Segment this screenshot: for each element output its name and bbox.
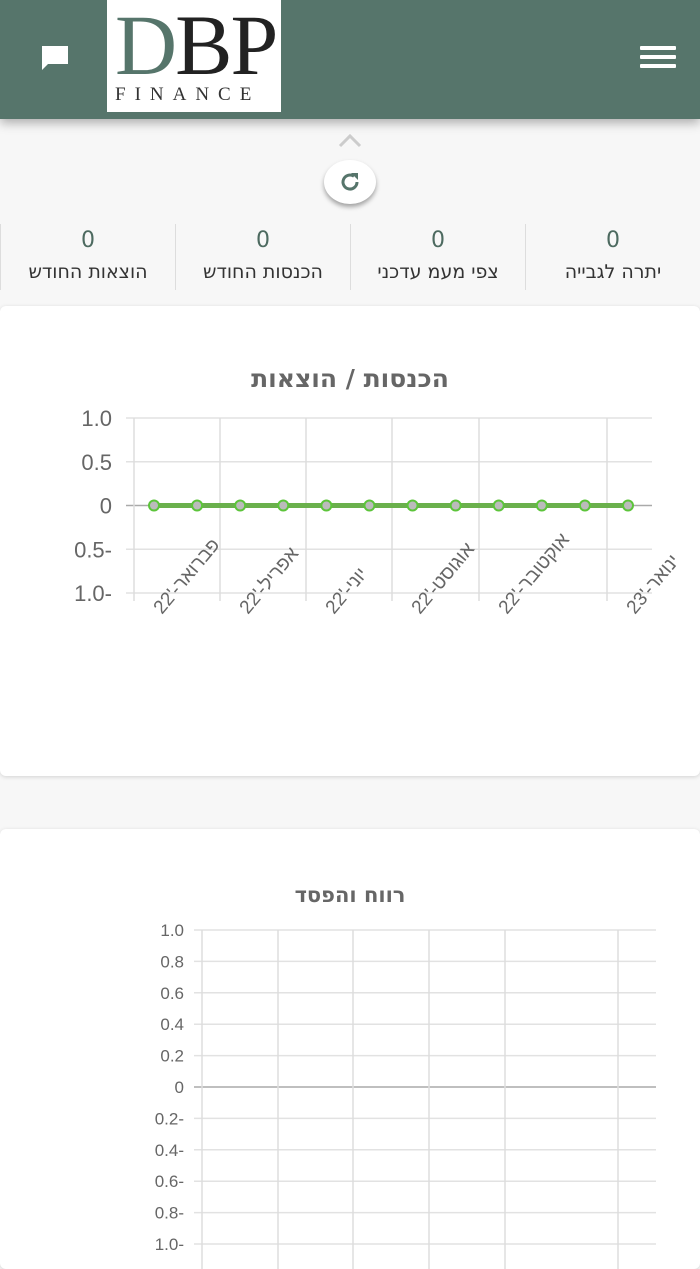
data-point <box>148 499 160 512</box>
y-tick-label: 1.0 <box>160 921 184 940</box>
chat-icon[interactable] <box>40 44 70 70</box>
y-tick-label: 0.4 <box>160 1015 184 1034</box>
data-point <box>320 499 333 512</box>
y-tick-label: 0.5 <box>81 450 112 475</box>
stat-label: צפי מעמ עדכני <box>377 261 499 283</box>
logo[interactable]: DBP FINANCE <box>107 0 281 112</box>
x-tick-label: יוני-'22 <box>322 564 372 618</box>
y-tick-label: 0.4- <box>155 1141 184 1160</box>
app-header: DBP FINANCE <box>0 0 700 119</box>
x-tick-label: ינואר-'23 <box>623 551 684 618</box>
refresh-icon <box>341 173 359 191</box>
chart-title: רווח והפסד <box>294 883 406 907</box>
y-tick-label: 1.0- <box>74 581 112 606</box>
refresh-button[interactable] <box>324 160 376 204</box>
x-tick-label: פברואר-'22 <box>150 535 225 618</box>
stat-label: הוצאות החודש <box>28 261 148 283</box>
data-point <box>578 499 591 512</box>
stat-value: 0 <box>606 228 620 253</box>
data-point <box>449 499 462 512</box>
data-point <box>234 499 247 512</box>
y-tick-label: 0.8 <box>160 952 184 971</box>
data-point <box>191 499 204 512</box>
y-tick-label: 0 <box>175 1078 184 1097</box>
data-point <box>406 499 419 512</box>
stat-label: הכנסות החודש <box>203 261 323 283</box>
hamburger-icon[interactable] <box>640 46 676 70</box>
y-tick-label: 0.6- <box>155 1172 184 1191</box>
x-tick-label: אוקטובר-'22 <box>495 530 574 619</box>
x-tick-label: אפריל-'22 <box>236 544 303 619</box>
data-point <box>277 499 290 512</box>
data-point <box>492 499 505 512</box>
income-expense-card: הכנסות / הוצאות 1.0 0.5 0 0.5- 1.0- פברואר-'2… <box>0 306 700 776</box>
y-tick-label: 0 <box>100 494 112 519</box>
y-tick-label: 0.5- <box>74 537 112 562</box>
stat-value: 0 <box>431 228 445 253</box>
stat-balance: 0 יתרה לגבייה <box>525 224 700 290</box>
data-point <box>622 499 634 512</box>
stat-vat: 0 צפי מעמ עדכני <box>350 224 525 290</box>
y-tick-label: 0.2- <box>155 1109 184 1128</box>
y-tick-label: 0.8- <box>155 1204 184 1223</box>
y-tick-label: 0.6 <box>160 984 184 1003</box>
y-tick-label: 0.2 <box>160 1047 184 1066</box>
stat-value: 0 <box>256 228 270 253</box>
profit-loss-card: רווח והפסד 1.0 0.8 0.6 0.4 0.2 0 0.2- 0.4- 0.6- 0… <box>0 829 700 1269</box>
x-tick-label: אוגוסט-'22 <box>408 539 479 618</box>
y-tick-label: 1.0- <box>155 1235 184 1254</box>
stat-income: 0 הכנסות החודש <box>175 224 350 290</box>
chart-title: הכנסות / הוצאות <box>251 364 449 393</box>
stat-expenses: 0 הוצאות החודש <box>0 224 175 290</box>
profit-loss-chart: 1.0 0.8 0.6 0.4 0.2 0 0.2- 0.4- 0.6- 0.8- 1.0- <box>155 921 656 1269</box>
data-point <box>363 499 376 512</box>
data-point <box>535 499 548 512</box>
chevron-up-icon[interactable] <box>338 132 362 148</box>
y-tick-label: 1.0 <box>81 406 112 431</box>
stats-bar: 0 יתרה לגבייה 0 צפי מעמ עדכני 0 הכנסות החוד… <box>0 224 700 290</box>
stat-label: יתרה לגבייה <box>564 261 662 283</box>
stat-value: 0 <box>81 228 95 253</box>
